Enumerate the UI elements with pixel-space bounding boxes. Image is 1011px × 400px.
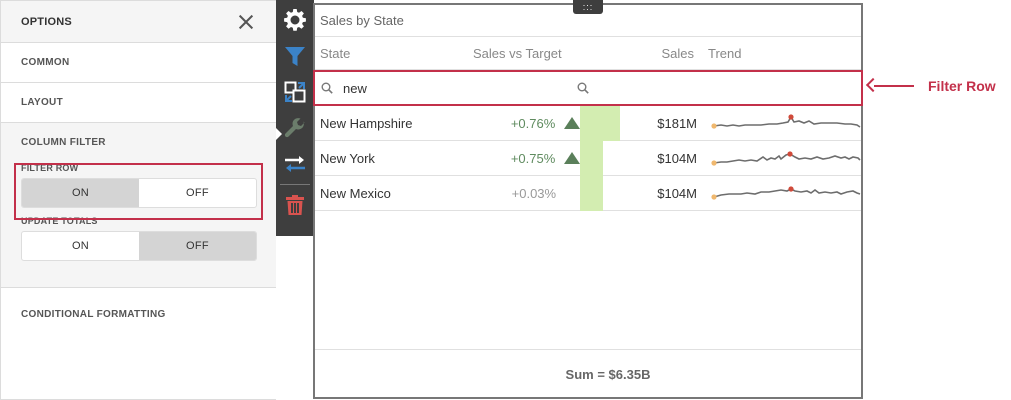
grid-item: Sales by State State Sales vs Target Sal…: [313, 3, 863, 399]
sales-cell: $104M: [657, 185, 697, 201]
bar-cell: [580, 140, 618, 176]
options-title: OPTIONS: [21, 15, 72, 28]
section-layout[interactable]: LAYOUT: [1, 83, 276, 123]
column-header-trend[interactable]: Trend: [708, 45, 742, 61]
sales-filter-cell: [572, 72, 861, 104]
filter-icon: [285, 47, 305, 66]
gear-icon: [284, 9, 306, 31]
arrow-left-icon: [865, 77, 914, 93]
section-conditional-formatting-label: CONDITIONAL FORMATTING: [21, 309, 166, 320]
state-filter-input[interactable]: [343, 80, 533, 96]
convert-button[interactable]: [276, 146, 314, 182]
trend-cell: [697, 182, 861, 205]
sales-filter-input[interactable]: [599, 80, 799, 96]
state-cell: New York: [320, 150, 375, 166]
filter-row-callout: Filter Row: [865, 76, 996, 96]
close-icon[interactable]: [238, 14, 254, 30]
toolbar-pointer: [276, 128, 282, 140]
arrow-up-icon: [564, 152, 581, 164]
filter-row-highlight: [14, 163, 263, 220]
section-conditional-formatting[interactable]: CONDITIONAL FORMATTING: [1, 288, 276, 328]
filter-row-off-button[interactable]: OFF: [186, 187, 209, 199]
filter-button[interactable]: [276, 38, 314, 74]
grid-caption: Sales by State: [315, 5, 861, 37]
filter-row: [313, 70, 863, 106]
callout-label: Filter Row: [928, 78, 996, 94]
sales-vs-target-cell: +0.03%: [511, 185, 557, 201]
section-layout-label: LAYOUT: [21, 97, 63, 108]
item-toolbar: [276, 0, 314, 236]
state-filter-cell: [315, 72, 572, 104]
section-common[interactable]: COMMON: [1, 43, 276, 83]
table-row[interactable]: New Hampshire +0.76% $181M: [315, 105, 861, 141]
search-icon: [321, 82, 333, 94]
state-cell: New Mexico: [320, 185, 391, 201]
filter-row-label: FILTER ROW: [21, 163, 79, 173]
trend-cell: [697, 147, 861, 170]
section-column-filter: COLUMN FILTER FILTER ROW ON OFF UPDATE T…: [1, 123, 276, 288]
section-column-filter-label[interactable]: COLUMN FILTER: [21, 137, 106, 148]
delete-button[interactable]: [276, 187, 314, 223]
filter-row-toggle: ON OFF: [21, 178, 257, 208]
column-header-sales[interactable]: Sales: [661, 45, 694, 61]
settings-button[interactable]: [276, 2, 314, 38]
grid-total: Sum = $6.35B: [565, 366, 651, 382]
section-common-label: COMMON: [21, 57, 70, 68]
bar-fill: [580, 140, 604, 176]
update-totals-toggle: ON OFF: [21, 231, 257, 261]
grid-header: State Sales vs Target Sales Trend: [315, 37, 861, 70]
arrow-up-icon: [564, 117, 581, 129]
indicator-cell: [555, 117, 581, 129]
bar-cell: [580, 105, 621, 141]
search-icon: [577, 82, 589, 94]
trash-icon: [286, 195, 304, 215]
grid-empty-area: [315, 211, 861, 350]
trend-cell: [697, 112, 861, 135]
sales-vs-target-cell: +0.75%: [510, 150, 556, 166]
format-button[interactable]: [276, 110, 314, 146]
sales-cell: $104M: [657, 150, 697, 166]
table-row[interactable]: New York +0.75% $104M: [315, 140, 861, 176]
wrench-icon: [284, 118, 305, 138]
swap-arrows-icon: [285, 156, 305, 172]
update-totals-on-button[interactable]: ON: [71, 240, 90, 252]
sparkline: [711, 113, 861, 129]
toolbar-divider: [280, 184, 310, 185]
bar-fill: [580, 105, 621, 141]
sparkline: [711, 185, 861, 200]
resize-button[interactable]: [276, 74, 314, 110]
resize-icon: [284, 81, 306, 103]
indicator-cell: [555, 152, 581, 164]
sales-cell: $181M: [657, 115, 697, 131]
update-totals-field: UPDATE TOTALS ON OFF: [21, 216, 257, 261]
sales-vs-target-cell: +0.76%: [510, 115, 556, 131]
bar-cell: [579, 175, 618, 211]
options-header: OPTIONS: [1, 1, 276, 43]
drag-handle[interactable]: :::: [573, 0, 603, 14]
state-cell: New Hampshire: [320, 115, 413, 131]
bar-fill: [579, 175, 603, 211]
column-header-sales-vs-target[interactable]: Sales vs Target: [473, 45, 562, 61]
table-row[interactable]: New Mexico +0.03% $104M: [315, 175, 861, 211]
column-header-state[interactable]: State: [320, 45, 351, 61]
filter-row-on-button[interactable]: ON: [22, 179, 139, 207]
options-panel: OPTIONS COMMON LAYOUT COLUMN FILTER FILT…: [0, 0, 276, 400]
update-totals-off-button[interactable]: OFF: [139, 232, 256, 260]
filter-row-field: FILTER ROW ON OFF: [21, 163, 257, 208]
sparkline: [711, 150, 861, 166]
update-totals-label: UPDATE TOTALS: [21, 216, 98, 226]
